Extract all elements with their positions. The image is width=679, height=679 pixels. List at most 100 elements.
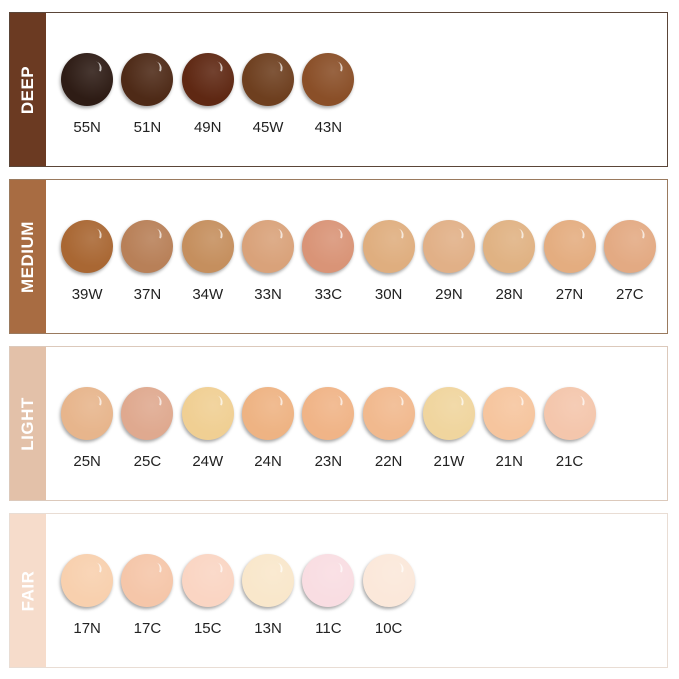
shade-circle [362,387,415,440]
shade-code: 10C [374,620,403,637]
group-label: MEDIUM [18,220,38,293]
shade-circle [61,53,114,106]
group-label: DEEP [18,65,38,114]
shade-code: 33C [314,286,343,303]
shade-code: 55N [73,119,101,136]
shade-circle [181,220,234,273]
shade-circle [121,53,174,106]
shade-code: 45W [252,119,284,136]
shade-circle [603,220,656,273]
shade-swatch[interactable]: 49N [178,53,238,136]
shade-swatch[interactable]: 28N [479,220,539,303]
shade-circle [483,387,536,440]
shade-circle [422,220,475,273]
shade-swatch[interactable]: 27N [539,220,599,303]
group-tab: LIGHT [10,347,46,500]
shade-circle [422,387,475,440]
shade-circle [483,220,536,273]
shade-swatch[interactable]: 27C [600,220,660,303]
shade-swatch[interactable]: 25C [117,387,177,470]
shade-code: 22N [374,453,403,470]
shade-circle [61,220,114,273]
shade-circle [61,387,114,440]
shade-circle [302,220,355,273]
shade-swatch[interactable]: 55N [57,53,117,136]
shade-code: 21C [555,453,584,470]
shade-code: 28N [495,286,523,303]
shade-swatch[interactable]: 24N [238,387,298,470]
shade-code: 21N [495,453,523,470]
shade-circle [181,387,234,440]
shade-circle [181,554,234,607]
shade-code: 25N [73,453,101,470]
shade-code: 24N [254,453,282,470]
shade-swatch[interactable]: 11C [298,554,358,637]
shade-circle [362,554,415,607]
shade-swatch[interactable]: 22N [358,387,418,470]
shade-circle [302,387,355,440]
group-label: LIGHT [18,396,37,451]
shade-swatch[interactable]: 15C [178,554,238,637]
shade-swatch[interactable]: 37N [117,220,177,303]
shade-swatch[interactable]: 33N [238,220,298,303]
shade-swatch[interactable]: 21W [419,387,479,470]
shade-group-fair: FAIR 17N 17C 15C 13N 11C 10C [9,513,668,668]
shade-swatch[interactable]: 21N [479,387,539,470]
shade-circle [302,554,355,607]
shade-circle [121,220,174,273]
swatch-row: 55N 51N 49N 45W 43N [57,53,358,136]
shade-swatch[interactable]: 23N [298,387,358,470]
shade-code: 43N [314,119,343,136]
shade-swatch[interactable]: 51N [117,53,177,136]
shade-code: 51N [133,119,162,136]
group-tab: FAIR [10,514,46,667]
shade-circle [181,53,234,106]
shade-code: 23N [314,453,343,470]
shade-swatch[interactable]: 17N [57,554,117,637]
shade-code: 37N [133,286,162,303]
shade-circle [362,220,415,273]
shade-swatch[interactable]: 24W [178,387,238,470]
shade-swatch[interactable]: 25N [57,387,117,470]
shade-group-light: LIGHT 25N 25C 24W 24N 23N 22N 21W 21N 21C [9,346,668,501]
shade-circle [61,554,114,607]
shade-code: 27C [616,286,644,303]
shade-swatch[interactable]: 45W [238,53,298,136]
shade-group-medium: MEDIUM 39W 37N 34W 33N 33C 30N 29N 28N 27N 27C [9,179,668,334]
shade-code: 33N [254,286,282,303]
shade-code: 13N [254,620,282,637]
shade-circle [242,53,295,106]
group-tab: DEEP [10,13,46,166]
shade-swatch[interactable]: 30N [358,220,418,303]
shade-code: 21W [433,453,465,470]
shade-code: 24W [192,453,224,470]
shade-code: 17N [73,620,101,637]
shade-code: 11C [315,620,342,637]
shade-swatch[interactable]: 21C [539,387,599,470]
swatch-row: 39W 37N 34W 33N 33C 30N 29N 28N 27N 27C [57,220,660,303]
shade-swatch[interactable]: 29N [419,220,479,303]
swatch-row: 25N 25C 24W 24N 23N 22N 21W 21N 21C [57,387,600,470]
shade-swatch[interactable]: 10C [358,554,418,637]
shade-circle [242,387,295,440]
group-tab: MEDIUM [10,180,46,333]
group-label: FAIR [18,570,38,611]
shade-circle [121,554,174,607]
shade-swatch[interactable]: 34W [178,220,238,303]
shade-swatch[interactable]: 17C [117,554,177,637]
shade-swatch[interactable]: 39W [57,220,117,303]
shade-group-deep: DEEP 55N 51N 49N 45W 43N [9,12,668,167]
shade-swatch[interactable]: 13N [238,554,298,637]
shade-code: 27N [555,286,584,303]
swatch-row: 17N 17C 15C 13N 11C 10C [57,554,419,637]
shade-swatch[interactable]: 33C [298,220,358,303]
shade-circle [543,220,596,273]
shade-code: 29N [435,286,463,303]
shade-swatch[interactable]: 43N [298,53,358,136]
shade-code: 39W [71,286,103,303]
shade-code: 17C [133,620,162,637]
shade-code: 15C [193,620,222,637]
shade-circle [121,387,174,440]
shade-code: 49N [193,119,222,136]
shade-circle [543,387,596,440]
